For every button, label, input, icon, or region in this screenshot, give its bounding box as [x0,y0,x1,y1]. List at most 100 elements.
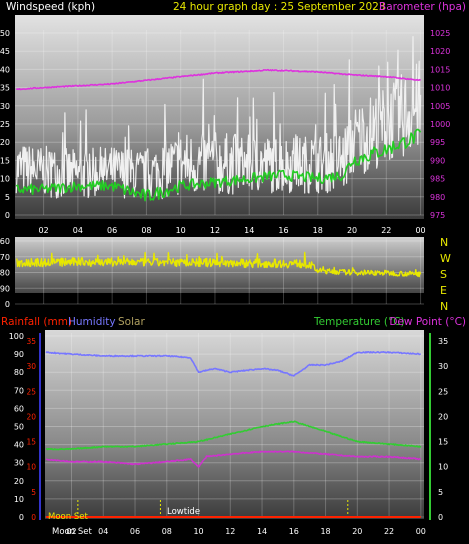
x-tick-label: 04 [73,226,83,235]
x-tick-label: 06 [107,226,117,235]
graph-title: 24 hour graph day : 25 September 2023 [173,1,385,13]
compass-labels: N W S E N [440,236,451,313]
compass-n-bottom: N [440,300,448,313]
y-right-tick-label: 995 [430,138,445,147]
y-right-tick-label: 980 [430,193,445,202]
direction-y-axis: 0 90 180 270 360 [0,237,10,309]
compass-n-top: N [440,236,448,249]
x-tick-label: 10 [176,226,186,235]
barometer-axis-title: Barometer (hpa) [379,1,466,13]
rain-tick-label: 25 [26,387,36,396]
humidity-y-axis: 0 10 20 30 40 50 60 70 80 90 100 [9,332,24,522]
y-tick-label: 50 [14,423,24,432]
rain-tick-label: 20 [26,412,36,421]
y-right-tick-label: 35 [438,337,448,346]
y-tick-label: 0 [19,513,24,522]
series-temperature-line [45,420,422,451]
y-right-tick-label: 10 [438,463,448,472]
y-right-tick-label: 30 [438,362,448,371]
x-tick-label: 22 [384,527,394,536]
rain-tick-label: 30 [26,362,36,371]
compass-e: E [440,284,447,297]
temperature-y-axis: 0 5 10 15 20 25 30 35 [438,337,448,522]
y-tick-label: 50 [0,29,10,38]
y-right-tick-label: 1020 [430,47,450,56]
temperature-label: Temperature (°C) [313,316,405,328]
rainfall-label: Rainfall (mm) [1,316,72,328]
humidity-label: Humidity [68,316,116,328]
series-barometer-line [16,68,422,91]
x-tick-label: 12 [210,226,220,235]
y-tick-label: 360 [0,237,10,246]
y-right-tick-label: 0 [438,513,443,522]
y-tick-label: 5 [5,193,10,202]
y-tick-label: 45 [0,47,10,56]
y-tick-label: 15 [0,156,10,165]
series-gust-line [15,36,422,200]
x-tick-label: 02 [66,527,76,536]
moon-set-x-label: Moon Set [52,527,92,537]
x-tick-label: 14 [244,226,254,235]
series-dewpoint-line [45,450,421,468]
y-right-tick-label: 1010 [430,84,450,93]
y-right-tick-label: 985 [430,175,445,184]
y-right-tick-label: 1000 [430,120,450,129]
x-tick-label: 06 [130,527,140,536]
x-tick-label: 10 [193,527,203,536]
y-tick-label: 20 [0,138,10,147]
time-x-axis: 02 04 06 08 10 12 14 16 18 20 22 00 [66,527,425,536]
rain-tick-label: 15 [26,438,36,447]
rain-tick-label: 0 [31,513,36,522]
lowtide-label: Lowtide [167,507,200,517]
moon-set-label: Moon Set [48,512,88,522]
x-tick-label: 12 [225,527,235,536]
y-tick-label: 70 [14,386,24,395]
series-humidity-line [45,351,421,377]
x-tick-label: 00 [416,527,426,536]
x-tick-label: 08 [141,226,151,235]
compass-w: W [440,252,451,265]
x-tick-label: 00 [415,226,425,235]
y-tick-label: 80 [14,368,24,377]
dewpoint-label: Dew Point (°C) [389,316,466,328]
y-right-tick-label: 15 [438,438,448,447]
y-right-tick-label: 25 [438,387,448,396]
y-tick-label: 0 [5,300,10,309]
event-markers [77,500,349,517]
rain-tick-label: 5 [31,488,36,497]
y-tick-label: 30 [14,459,24,468]
rain-tick-label: 10 [26,463,36,472]
panel-series [45,351,422,518]
rain-tick-label: 35 [26,337,36,346]
x-tick-label: 04 [98,527,108,536]
x-tick-label: 16 [278,226,288,235]
y-tick-label: 90 [0,284,10,293]
y-tick-label: 60 [14,404,24,413]
y-tick-label: 180 [0,269,10,278]
panel-series [15,251,422,278]
y-tick-label: 90 [14,350,24,359]
x-tick-label: 20 [347,226,357,235]
barometer-y-axis: 975 980 985 990 995 1000 1005 1010 1015 1020 1025 [430,29,450,220]
x-tick-label: 14 [257,527,267,536]
x-tick-label: 18 [313,226,323,235]
y-right-tick-label: 975 [430,211,445,220]
windspeed-axis-title: Windspeed (kph) [6,1,95,13]
panel-series [15,36,422,202]
x-tick-label: 22 [381,226,391,235]
y-tick-label: 270 [0,253,10,262]
y-right-tick-label: 1025 [430,29,450,38]
rainfall-y-axis: 0 5 10 15 20 25 30 35 [26,337,36,522]
x-tick-label: 20 [352,527,362,536]
panel-background [45,330,424,519]
x-tick-label: 02 [39,226,49,235]
series-direction-line [15,251,422,278]
y-right-tick-label: 20 [438,412,448,421]
y-tick-label: 10 [0,175,10,184]
y-right-tick-label: 1015 [430,65,450,74]
y-tick-label: 0 [5,211,10,220]
y-right-tick-label: 1005 [430,102,450,111]
